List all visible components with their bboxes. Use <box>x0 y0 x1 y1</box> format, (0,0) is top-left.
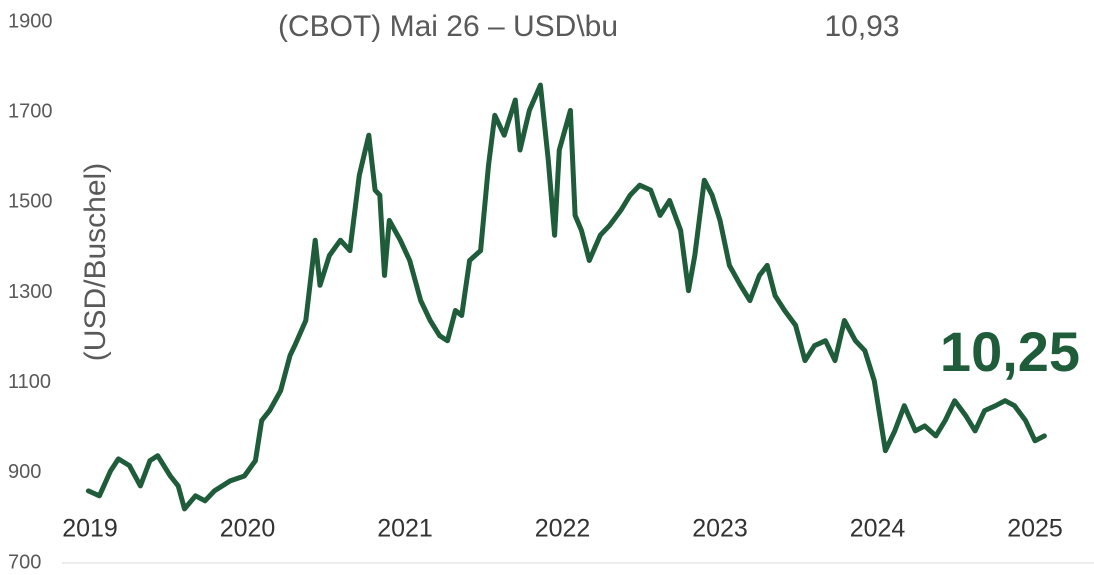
y-tick-label: 900 <box>8 461 41 483</box>
y-tick-label: 1300 <box>8 281 53 303</box>
x-tick-label: 2024 <box>850 515 906 543</box>
x-tick-label: 2021 <box>377 515 433 543</box>
x-tick-label: 2023 <box>692 515 748 543</box>
y-tick-label: 1500 <box>8 191 53 213</box>
x-tick-label: 2019 <box>62 515 118 543</box>
y-tick-label: 1900 <box>8 10 53 32</box>
y-axis-label: (USD/Buschel) <box>79 163 112 361</box>
price-line <box>85 82 1047 512</box>
x-tick-label: 2020 <box>220 515 276 543</box>
price-label: 10,93 <box>824 10 899 43</box>
y-tick-label: 700 <box>8 551 41 573</box>
x-tick-label: 2022 <box>535 515 591 543</box>
y-tick-label: 1700 <box>8 100 53 122</box>
last-value-label: 10,25 <box>940 320 1080 383</box>
chart-title: (CBOT) Mai 26 – USD\bu <box>278 10 618 43</box>
y-tick-label: 1100 <box>8 371 51 393</box>
x-tick-label: 2025 <box>1007 515 1063 543</box>
